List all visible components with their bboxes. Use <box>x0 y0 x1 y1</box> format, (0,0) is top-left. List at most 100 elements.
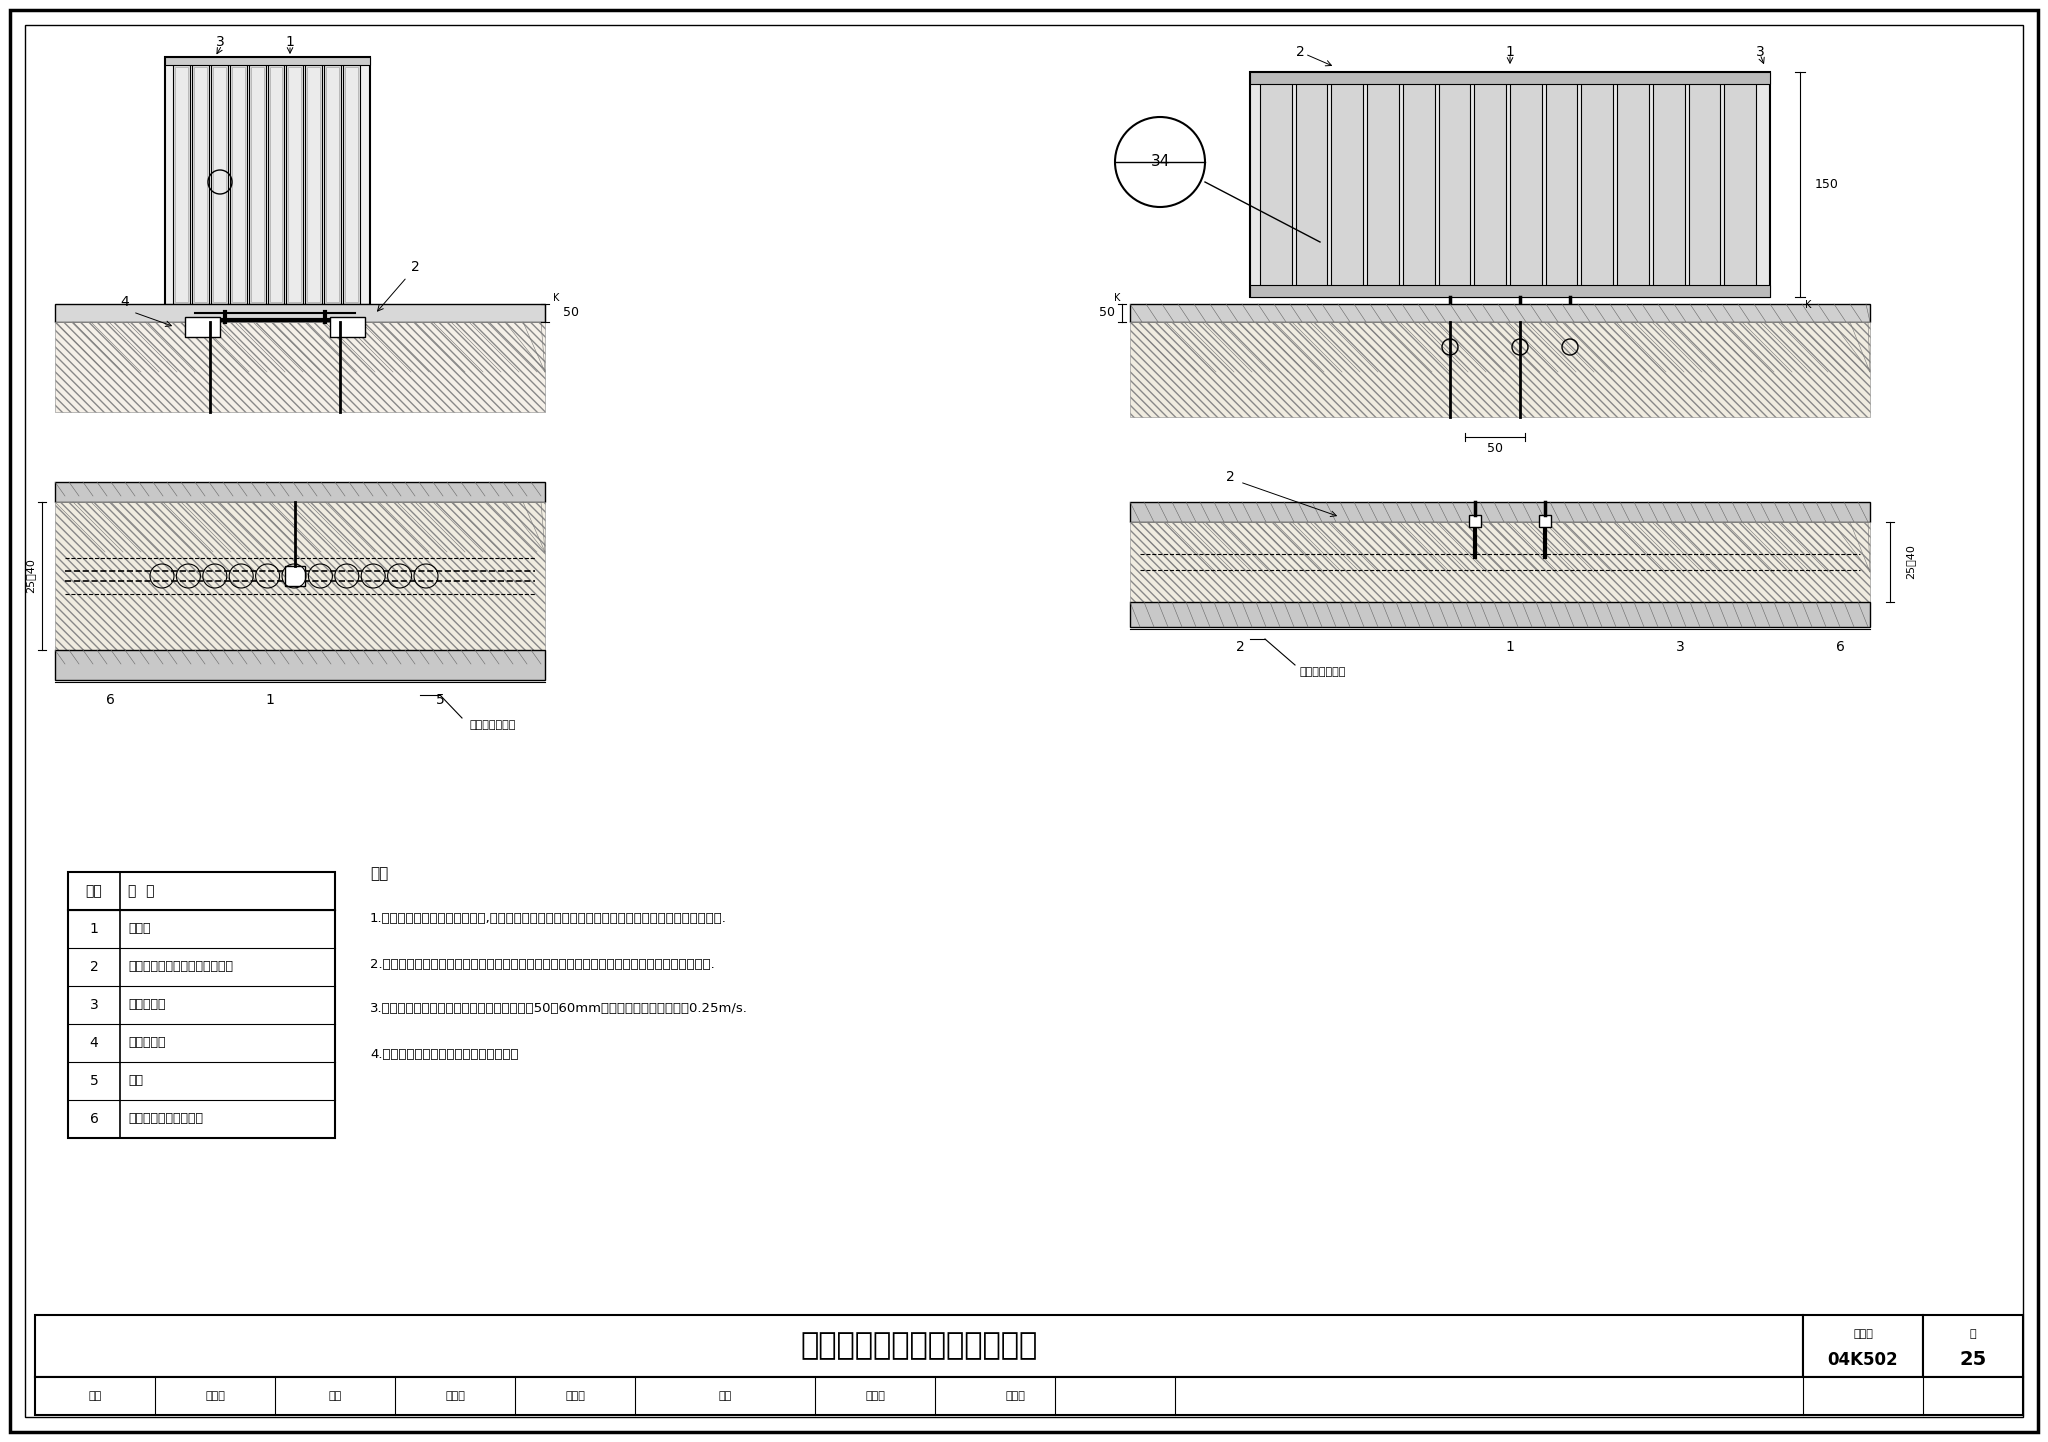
Text: 注：: 注： <box>371 867 389 881</box>
Text: 25～40: 25～40 <box>1905 545 1915 580</box>
Text: 角阀（内置散热器温度控制阀）: 角阀（内置散热器温度控制阀） <box>127 960 233 973</box>
Text: 4.本图散热器内部应有水流导向的装置。: 4.本图散热器内部应有水流导向的装置。 <box>371 1047 518 1060</box>
Bar <box>229 61 246 309</box>
Text: 50: 50 <box>1100 307 1114 320</box>
Bar <box>68 872 336 1138</box>
Bar <box>55 322 545 412</box>
Text: 6: 6 <box>90 1112 98 1126</box>
Bar <box>1802 1315 1923 1377</box>
Bar <box>1403 79 1434 288</box>
Text: 编号: 编号 <box>86 884 102 898</box>
Bar <box>1724 79 1755 288</box>
Text: 手动排气阀: 手动排气阀 <box>127 998 166 1011</box>
Text: 付娜娜: 付娜娜 <box>565 1392 586 1402</box>
Text: 2: 2 <box>90 960 98 973</box>
Text: 赵立民: 赵立民 <box>1006 1392 1024 1402</box>
Bar <box>166 58 371 311</box>
Text: 4: 4 <box>121 296 129 309</box>
Bar <box>1249 72 1769 84</box>
Text: 三通: 三通 <box>127 1074 143 1087</box>
Text: 孙智华: 孙智华 <box>205 1392 225 1402</box>
Text: 50: 50 <box>563 307 580 320</box>
Bar <box>1249 286 1769 297</box>
Bar <box>268 61 285 309</box>
Bar <box>1653 79 1686 288</box>
Bar <box>55 502 545 650</box>
Bar <box>1546 79 1577 288</box>
Bar <box>211 61 227 309</box>
Bar <box>35 1377 2023 1415</box>
Bar <box>248 61 266 309</box>
Bar <box>1688 79 1720 288</box>
Text: 管道槽（设计要求时）: 管道槽（设计要求时） <box>127 1112 203 1126</box>
Bar <box>289 66 301 301</box>
Bar <box>305 61 322 309</box>
Text: 1: 1 <box>285 35 295 49</box>
Text: 敷设于填充层内: 敷设于填充层内 <box>469 720 516 730</box>
Text: 图集号: 图集号 <box>1853 1328 1874 1338</box>
Text: 1: 1 <box>90 921 98 936</box>
Bar <box>1249 72 1769 297</box>
Text: 2: 2 <box>1235 640 1245 655</box>
Text: 5: 5 <box>436 694 444 707</box>
Text: 下分双管系统散热器下进下出: 下分双管系统散热器下进下出 <box>801 1331 1038 1360</box>
Text: 2: 2 <box>1225 470 1235 485</box>
Bar <box>1130 322 1870 417</box>
Bar <box>1618 79 1649 288</box>
Bar <box>231 66 244 301</box>
Text: 散热器: 散热器 <box>127 923 150 936</box>
Text: 名  称: 名 称 <box>127 884 154 898</box>
Bar <box>55 650 545 681</box>
Text: 5: 5 <box>90 1074 98 1089</box>
Bar <box>1438 79 1470 288</box>
Bar <box>55 304 545 322</box>
Bar <box>344 61 360 309</box>
Bar <box>1331 79 1364 288</box>
Text: 设计: 设计 <box>719 1392 731 1402</box>
Text: 敷设于填充层内: 敷设于填充层内 <box>1300 668 1346 676</box>
Text: 回水关断阀: 回水关断阀 <box>127 1037 166 1050</box>
Text: 付娜娜: 付娜娜 <box>444 1392 465 1402</box>
Bar <box>166 58 371 65</box>
Bar <box>1368 79 1399 288</box>
Text: K: K <box>1804 300 1810 310</box>
Bar <box>1509 79 1542 288</box>
Text: 校对: 校对 <box>328 1392 342 1402</box>
Text: 3: 3 <box>90 998 98 1012</box>
Text: 34: 34 <box>1151 154 1169 170</box>
Bar <box>1130 522 1870 601</box>
Bar <box>172 61 190 309</box>
Text: 3: 3 <box>1755 45 1765 59</box>
Text: 2: 2 <box>412 260 420 274</box>
Text: 赵立民: 赵立民 <box>864 1392 885 1402</box>
Bar <box>174 66 188 301</box>
Bar <box>330 317 365 337</box>
Bar <box>1130 601 1870 627</box>
Bar <box>35 1315 1802 1377</box>
Bar <box>326 66 340 301</box>
Text: 4: 4 <box>90 1035 98 1050</box>
Text: K: K <box>1114 293 1120 303</box>
Bar <box>1923 1315 2023 1377</box>
Text: 04K502: 04K502 <box>1827 1351 1898 1368</box>
Text: K: K <box>553 293 559 303</box>
Bar <box>1581 79 1614 288</box>
Bar <box>324 61 342 309</box>
Bar <box>250 66 264 301</box>
Bar <box>213 66 225 301</box>
Text: 50: 50 <box>1487 443 1503 456</box>
Bar <box>270 66 283 301</box>
Bar <box>287 61 303 309</box>
Text: 25～40: 25～40 <box>25 558 35 594</box>
Bar <box>1130 502 1870 522</box>
Text: 3: 3 <box>215 35 225 49</box>
Text: 2.埋地管道仅连接散热器处可采用相同材质的专用连接件热熔连接，其它部位不应设置连接配件.: 2.埋地管道仅连接散热器处可采用相同材质的专用连接件热熔连接，其它部位不应设置连… <box>371 957 715 970</box>
Text: 150: 150 <box>1815 177 1839 190</box>
Bar <box>55 482 545 502</box>
Bar <box>346 66 358 301</box>
Text: 6: 6 <box>106 694 115 707</box>
Text: 页: 页 <box>1970 1328 1976 1338</box>
Bar <box>1260 79 1292 288</box>
Bar <box>1475 79 1505 288</box>
Text: 2: 2 <box>1296 45 1305 59</box>
